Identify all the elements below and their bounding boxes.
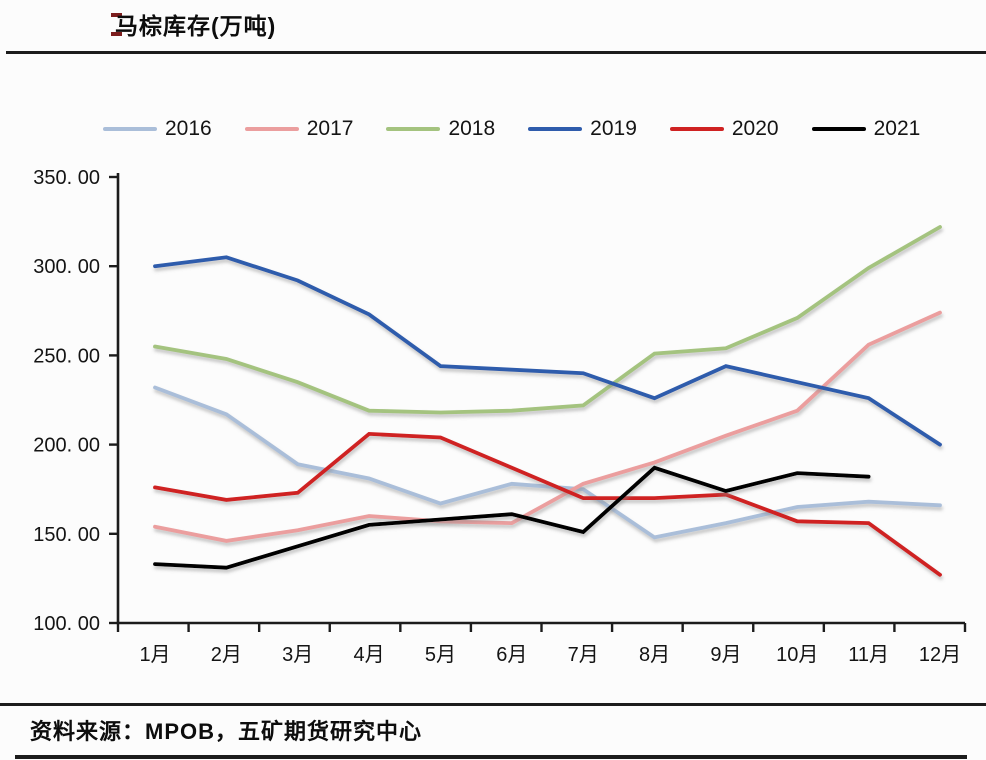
accent-dash-bottom bbox=[111, 32, 122, 36]
axis-tick-labels: 350. 00 300. 00 250. 00 200. 00 150. 00 100. … bbox=[33, 167, 961, 666]
legend-swatch-2018 bbox=[386, 127, 441, 131]
axes bbox=[109, 173, 967, 632]
legend-swatch-2017 bbox=[244, 127, 299, 131]
legend-item-2017: 2017 bbox=[244, 117, 354, 141]
series-line-2018 bbox=[153, 225, 942, 415]
x-tick-label: 1月 bbox=[139, 644, 170, 666]
legend-swatch-2016 bbox=[103, 127, 157, 131]
legend-label: 2018 bbox=[448, 117, 496, 140]
legend-item-2019: 2019 bbox=[528, 117, 637, 141]
data-series bbox=[153, 225, 942, 577]
legend-item-2016: 2016 bbox=[103, 117, 212, 141]
series-line-2019 bbox=[153, 255, 942, 447]
legend-item-2021: 2021 bbox=[811, 117, 921, 141]
chart-title: 马棕库存(万吨) bbox=[115, 13, 277, 39]
x-tick-label: 12月 bbox=[919, 644, 961, 666]
chart-legend: 2016 2017 2018 2019 2020 2021 bbox=[103, 117, 920, 141]
y-tick-label: 100. 00 bbox=[33, 613, 100, 635]
series-line-2021 bbox=[153, 465, 871, 570]
legend-label: 2016 bbox=[165, 117, 212, 140]
legend-swatch-2019 bbox=[528, 127, 583, 131]
y-tick-label: 250. 00 bbox=[33, 345, 100, 367]
accent-dash-top bbox=[111, 13, 122, 17]
y-tick-label: 350. 00 bbox=[33, 167, 100, 189]
legend-item-2018: 2018 bbox=[386, 117, 495, 141]
x-tick-label: 2月 bbox=[211, 644, 242, 666]
legend-swatch-2020 bbox=[669, 127, 724, 131]
x-tick-label: 11月 bbox=[848, 644, 889, 666]
y-tick-label: 300. 00 bbox=[33, 256, 100, 278]
x-tick-label: 7月 bbox=[568, 644, 599, 666]
series-line-2020 bbox=[153, 431, 942, 577]
x-tick-label: 5月 bbox=[425, 644, 456, 666]
bottom-cropped-rule bbox=[15, 755, 967, 759]
x-tick-label: 8月 bbox=[639, 644, 670, 666]
series-line-2017 bbox=[153, 310, 942, 543]
top-divider bbox=[6, 51, 986, 54]
legend-label: 2021 bbox=[873, 117, 921, 140]
y-tick-label: 200. 00 bbox=[33, 435, 100, 457]
legend-label: 2019 bbox=[590, 117, 637, 140]
legend-swatch-2021 bbox=[811, 127, 866, 131]
source-note: 资料来源：MPOB，五矿期货研究中心 bbox=[30, 719, 423, 744]
x-tick-label: 4月 bbox=[354, 644, 385, 666]
footer-divider bbox=[0, 703, 986, 706]
series-line-2016 bbox=[153, 385, 942, 540]
legend-label: 2017 bbox=[306, 117, 354, 140]
y-tick-label: 150. 00 bbox=[33, 524, 100, 546]
legend-label: 2020 bbox=[731, 117, 779, 140]
legend-item-2020: 2020 bbox=[669, 117, 779, 141]
x-tick-label: 3月 bbox=[282, 644, 313, 666]
x-tick-label: 10月 bbox=[776, 644, 818, 666]
x-tick-label: 9月 bbox=[710, 644, 741, 666]
x-tick-label: 6月 bbox=[496, 644, 527, 666]
